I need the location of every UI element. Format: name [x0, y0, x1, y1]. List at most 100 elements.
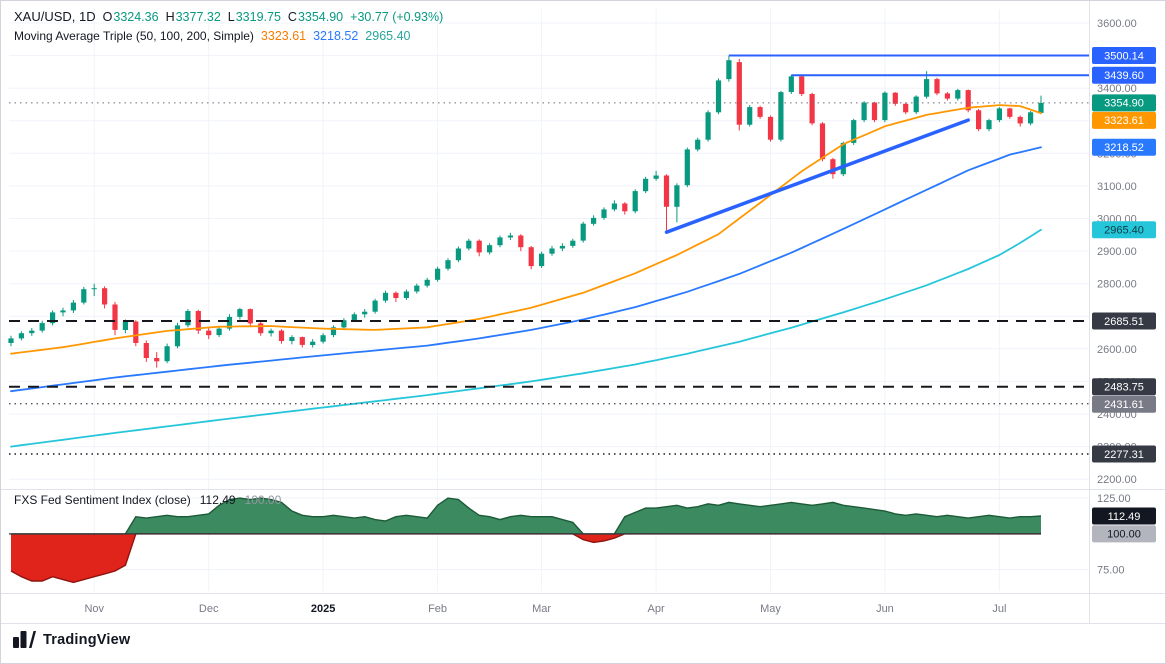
candle-body: [278, 330, 285, 341]
candle-body: [8, 338, 14, 343]
candle-body: [102, 288, 108, 305]
level-price-badge-label: 2431.61: [1104, 399, 1144, 411]
sma100-badge: 3218.52: [1092, 138, 1156, 156]
main-chart-legend[interactable]: XAU/USD, 1D O 3324.36 H 3377.32 L 3319.75 C…: [14, 9, 443, 24]
time-label-Jun: Jun: [876, 603, 894, 615]
candle-body: [695, 139, 701, 150]
low-key: L: [227, 9, 235, 24]
candle-body: [871, 102, 878, 121]
candle-body: [892, 92, 898, 104]
candle-body: [913, 96, 919, 113]
ohlc-close: C 3354.90: [288, 10, 343, 24]
sentiment-axis-badge: 100.00: [1092, 525, 1156, 543]
candle-body: [310, 341, 316, 345]
level-price-badge-bg: [1092, 312, 1156, 330]
level-price-badge-label: 3500.14: [1104, 50, 1144, 62]
candle-body: [341, 320, 347, 328]
time-label-May: May: [760, 603, 781, 615]
candle-body: [289, 337, 295, 341]
sentiment-indicator-title[interactable]: FXS Fed Sentiment Index (close): [14, 493, 191, 507]
price-tick-label: 2600.00: [1097, 344, 1137, 356]
candle-body: [29, 330, 35, 334]
candle-body: [91, 288, 97, 290]
sentiment-tick-label: 75.00: [1097, 565, 1125, 577]
ma-indicator-legend[interactable]: Moving Average Triple (50, 100, 200, Sim…: [14, 29, 410, 43]
candle-body: [403, 291, 409, 298]
time-label-2025: 2025: [311, 603, 335, 615]
sentiment-axis-badge-bg: [1092, 525, 1156, 543]
candle-body: [81, 289, 87, 303]
time-axis[interactable]: Nov Dec 2025 Feb Mar Apr May Jun Jul: [84, 603, 1006, 615]
candle-body: [435, 268, 441, 280]
candle-body: [497, 237, 503, 246]
level-price-badge: 3439.60: [1092, 66, 1156, 84]
candle-body: [268, 330, 274, 334]
candle-body: [372, 300, 378, 312]
candle-body: [299, 337, 305, 345]
price-axis[interactable]: 2200.002300.002400.002500.002600.002700.…: [1092, 18, 1156, 577]
candle-body: [747, 107, 753, 125]
candle-body: [955, 90, 961, 99]
candle-body: [882, 92, 888, 121]
tradingview-attribution[interactable]: TradingView: [13, 631, 130, 648]
sma200-badge-label: 2965.40: [1104, 225, 1144, 237]
candle-body: [39, 323, 45, 331]
level-price-badge-label: 3439.60: [1104, 70, 1144, 82]
candle-body: [507, 235, 513, 238]
sentiment-axis-badge: 112.49: [1092, 507, 1156, 525]
ascending-trendline: [664, 118, 970, 234]
candle-body: [382, 292, 389, 301]
candle-body: [643, 178, 649, 192]
close-value: 3354.90: [297, 9, 344, 24]
low-value: 3319.75: [235, 9, 281, 24]
candle-body: [539, 253, 545, 267]
level-price-badge-bg: [1092, 395, 1156, 413]
sma200-badge-bg: [1092, 221, 1156, 239]
candle-body: [903, 103, 909, 113]
ma-indicator-title[interactable]: Moving Average Triple (50, 100, 200, Sim…: [14, 29, 254, 43]
candle-body: [476, 240, 482, 253]
candle-body: [986, 120, 992, 130]
close-key: C: [287, 9, 297, 24]
tradingview-brand-label[interactable]: TradingView: [43, 631, 131, 648]
candle-body: [455, 248, 461, 261]
candle-body: [122, 321, 128, 330]
candle-body: [185, 311, 191, 326]
price-tick-label: 2200.00: [1097, 474, 1137, 486]
candle-body: [976, 110, 982, 130]
candle-body: [143, 343, 149, 358]
candle-body: [778, 92, 784, 140]
candle-body: [622, 203, 628, 212]
candle-body: [1017, 116, 1023, 124]
candle-body: [715, 80, 722, 113]
ohlc-low: L 3319.75: [228, 10, 281, 24]
candle-body: [258, 323, 264, 334]
tradingview-logo-icon[interactable]: [13, 631, 36, 648]
symbol-interval-label[interactable]: XAU/USD, 1D: [14, 9, 96, 24]
candle-body: [195, 311, 201, 331]
level-price-badge-bg: [1092, 47, 1156, 64]
candle-body: [653, 175, 659, 179]
candle-body: [674, 185, 680, 207]
candle-body: [18, 333, 24, 339]
candle-body: [60, 310, 66, 313]
price-tick-label: 3600.00: [1097, 18, 1137, 30]
sentiment-indicator-legend[interactable]: FXS Fed Sentiment Index (close) 112.49 1…: [14, 493, 281, 507]
ma100-value: 3218.52: [313, 29, 359, 43]
candle-body: [924, 79, 930, 97]
candle-body: [330, 327, 337, 336]
candle-body: [570, 240, 576, 246]
candle-body: [799, 76, 805, 94]
price-tick-label: 3100.00: [1097, 181, 1137, 193]
price-tick-label: 3400.00: [1097, 83, 1137, 95]
sma200-badge: 2965.40: [1092, 221, 1156, 239]
level-price-badge-bg: [1092, 66, 1156, 84]
candle-body: [861, 102, 867, 121]
candle-body: [112, 304, 118, 330]
candle-body: [726, 60, 732, 80]
candle-body: [944, 93, 950, 99]
open-value: 3324.36: [113, 9, 159, 24]
candle-body: [528, 247, 534, 267]
